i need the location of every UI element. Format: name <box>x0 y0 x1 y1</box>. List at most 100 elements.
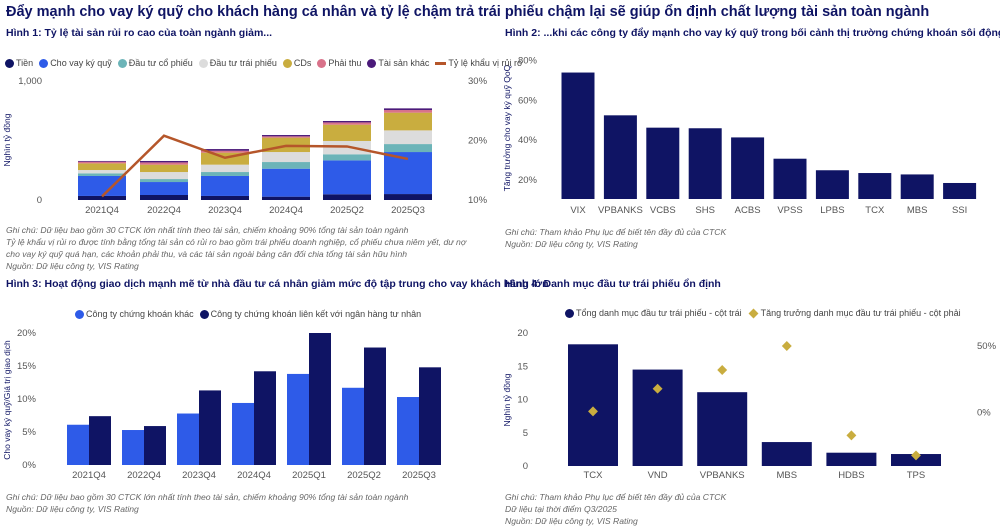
fig1-bar-segment <box>140 164 188 173</box>
fig1-bar-segment <box>323 124 371 141</box>
fig4-legend-marker <box>748 308 759 318</box>
fig2-xtick: VPSS <box>777 205 802 216</box>
fig1-bar-segment <box>262 152 310 163</box>
fig4-ytick: 20 <box>517 328 528 339</box>
fig1-bar-segment <box>201 172 249 176</box>
fig2-xtick: TCX <box>865 205 885 216</box>
fig1-bar-segment <box>140 172 188 180</box>
fig4-note-1: Dữ liệu tại thời điểm Q3/2025 <box>505 504 617 514</box>
fig4-legend: Tổng danh mục đầu tư trái phiếu - cột tr… <box>565 308 961 318</box>
fig3-ylabel: Cho vay ký quỹ/Giá trị giao dịch <box>2 340 12 460</box>
fig2-bar <box>858 173 892 199</box>
fig2-ytick: 40% <box>518 135 538 146</box>
fig2-bar <box>688 128 722 199</box>
fig2-bar <box>943 182 977 199</box>
fig1-legend-marker <box>5 58 14 68</box>
fig2-xtick: VCBS <box>650 205 676 216</box>
fig1-note-3: Nguồn: Dữ liệu công ty, VIS Rating <box>6 261 139 271</box>
fig4-xtick: VPBANKS <box>700 470 745 481</box>
fig1-bar-segment <box>78 195 126 200</box>
fig2-note-0: Ghi chú: Tham khảo Phụ lục để biết tên đ… <box>505 227 727 237</box>
fig3-bar <box>199 390 221 465</box>
fig1-legend-label: Đầu tư cổ phiếu <box>128 58 193 68</box>
fig1-bar-segment <box>323 194 371 200</box>
fig2-xtick: LPBS <box>820 205 844 216</box>
page-title: Đẩy mạnh cho vay ký quỹ cho khách hàng c… <box>6 4 930 20</box>
fig3-bar <box>67 424 89 465</box>
fig1-legend-item: Tiền <box>5 58 33 68</box>
fig4-ytick: 15 <box>517 361 528 372</box>
fig3-bar <box>89 416 111 465</box>
fig1-legend-marker <box>39 58 49 68</box>
fig3-note-1: Nguồn: Dữ liệu công ty, VIS Rating <box>6 504 139 514</box>
fig1-bar-segment <box>384 108 432 111</box>
fig2-xtick: SHS <box>695 205 715 216</box>
fig2-xtick: MBS <box>907 205 928 216</box>
fig1-legend: Tiền Cho vay ký quỹ Đầu tư cổ phiếu Đầu tư … <box>5 58 522 68</box>
fig1-xtick: 2021Q4 <box>85 205 119 216</box>
fig1-legend-item: Tỷ lệ khẩu vị rủi ro <box>435 58 522 68</box>
fig3-xtick: 2025Q3 <box>402 470 436 481</box>
fig1-bar-segment <box>323 122 371 125</box>
fig4-ylabel: Nghìn tỷ đồng <box>502 373 512 426</box>
fig4-bar <box>826 452 877 466</box>
fig3-note-0: Ghi chú: Dữ liệu bao gồm 30 CTCK lớn nhấ… <box>6 492 409 502</box>
fig2-xtick: ACBS <box>735 205 761 216</box>
fig3-xtick: 2021Q4 <box>72 470 106 481</box>
fig2-ytick: 20% <box>518 175 538 186</box>
fig4-bar <box>761 442 812 466</box>
fig3-bar <box>309 333 331 465</box>
fig2-note-1: Nguồn: Dữ liệu công ty, VIS Rating <box>505 239 638 249</box>
fig4-legend-item: Tăng trưởng danh mục đầu tư trái phiếu -… <box>748 308 961 318</box>
fig2-notes: Ghi chú: Tham khảo Phụ lục để biết tên đ… <box>505 226 726 250</box>
fig4-growth-marker <box>846 430 857 441</box>
fig1-xtick: 2024Q4 <box>269 205 303 216</box>
fig3-bar <box>364 347 386 465</box>
fig3-bar <box>144 426 166 465</box>
fig4-legend-label: Tổng danh mục đầu tư trái phiếu - cột tr… <box>576 308 742 318</box>
fig3-legend-item: Công ty chứng khoán liên kết với ngân hà… <box>199 309 421 319</box>
fig1-legend-marker <box>117 58 127 68</box>
fig1-bar-segment <box>201 149 249 151</box>
fig4-legend-item: Tổng danh mục đầu tư trái phiếu - cột tr… <box>565 308 742 318</box>
fig1-bar-segment <box>140 179 188 183</box>
fig4-bar <box>697 392 748 466</box>
fig4-xtick: HDBS <box>838 470 864 481</box>
fig1-bar-segment <box>384 152 432 195</box>
fig3-ytick: 0% <box>22 460 36 471</box>
fig4-xtick: VND <box>648 470 668 481</box>
fig2-bar <box>900 174 934 199</box>
fig2-bar <box>561 72 595 199</box>
fig4-note-2: Nguồn: Dữ liệu công ty, VIS Rating <box>505 516 638 526</box>
fig4-xtick: TCX <box>584 470 604 481</box>
fig4-growth-marker <box>911 450 921 461</box>
fig1-bar-segment <box>323 154 371 161</box>
fig2-ytick: 60% <box>518 95 538 106</box>
fig1-bar-segment <box>78 161 126 164</box>
fig1-legend-item: Cho vay ký quỹ <box>39 58 112 68</box>
fig4-ytick: 10 <box>517 395 528 406</box>
fig1-bar-segment <box>262 162 310 169</box>
fig3-ytick: 20% <box>17 328 37 339</box>
fig1-y2tick: 30% <box>468 76 488 87</box>
fig1-xtick: 2025Q2 <box>330 205 364 216</box>
fig1-legend-label: Cho vay ký quỹ <box>50 58 112 68</box>
fig3-xtick: 2022Q4 <box>127 470 161 481</box>
fig1-bar-segment <box>78 170 126 174</box>
fig2-ytick: 80% <box>518 56 538 67</box>
fig4-ytick: 0 <box>523 461 528 472</box>
fig3-bar <box>287 373 309 465</box>
fig1-note-0: Ghi chú: Dữ liệu bao gồm 30 CTCK lớn nhấ… <box>6 225 409 235</box>
fig4-xtick: TPS <box>907 470 925 481</box>
fig1-bar-segment <box>201 195 249 200</box>
fig3-bar <box>342 387 364 465</box>
fig1-note-1: Tỷ lệ khẩu vị rủi ro được tính bằng tổng… <box>6 237 467 247</box>
fig3-ytick: 5% <box>22 427 36 438</box>
fig3-legend-label: Công ty chứng khoán khác <box>86 309 194 319</box>
fig4-title: Hình 4: Danh mục đầu tư trái phiếu ổn đị… <box>505 278 721 290</box>
fig4-growth-marker <box>717 365 728 375</box>
fig4-bar <box>568 344 618 466</box>
fig3-legend-item: Công ty chứng khoán khác <box>75 309 194 319</box>
fig1-bar-segment <box>384 144 432 153</box>
fig3-xtick: 2024Q4 <box>237 470 271 481</box>
